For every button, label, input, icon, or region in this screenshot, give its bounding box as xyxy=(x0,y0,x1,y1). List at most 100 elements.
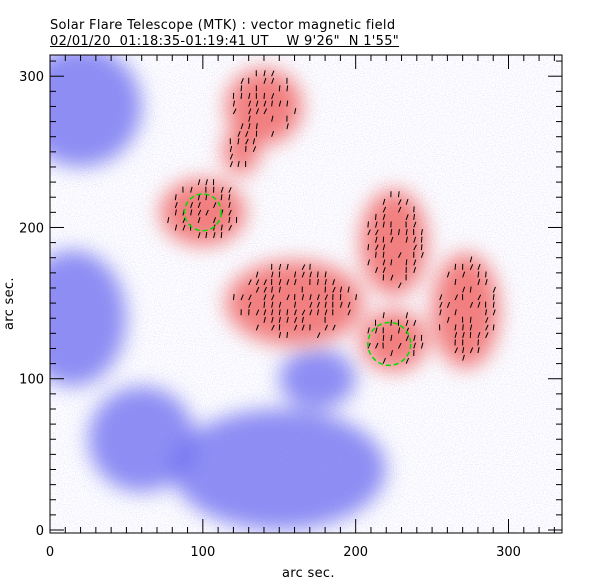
field-vector xyxy=(271,271,274,278)
field-vector xyxy=(174,224,178,231)
field-vector xyxy=(397,327,401,334)
field-vector xyxy=(286,309,289,316)
field-vector xyxy=(263,286,267,293)
field-vector xyxy=(174,194,177,201)
y-tick-label: 0 xyxy=(36,524,44,539)
field-vector xyxy=(213,232,216,239)
field-vector xyxy=(255,324,259,331)
field-vector xyxy=(439,294,443,301)
field-vector xyxy=(252,146,257,153)
field-vector xyxy=(263,77,267,84)
field-vector xyxy=(255,100,259,107)
field-vector xyxy=(263,309,267,316)
field-vector xyxy=(332,286,336,293)
field-vector xyxy=(278,301,282,308)
field-vector xyxy=(413,213,415,220)
field-vector xyxy=(398,342,402,349)
field-vector xyxy=(263,279,267,286)
field-vector xyxy=(375,267,378,274)
field-vector xyxy=(413,266,417,273)
field-vector xyxy=(420,236,423,243)
field-vector xyxy=(347,309,351,316)
field-vector xyxy=(390,259,393,266)
field-vector xyxy=(375,229,379,236)
field-vector xyxy=(405,319,409,326)
field-vector xyxy=(197,217,201,224)
field-vector xyxy=(205,194,208,201)
field-vector xyxy=(316,294,320,301)
field-vector xyxy=(454,347,458,354)
field-vector xyxy=(309,294,312,301)
field-vector xyxy=(382,214,386,221)
field-vector xyxy=(271,316,274,323)
field-vector xyxy=(294,324,298,331)
field-vector xyxy=(375,236,378,243)
field-vector xyxy=(332,279,335,286)
field-vector xyxy=(190,209,193,216)
field-vector xyxy=(263,92,266,99)
field-vector xyxy=(255,271,259,278)
field-vector xyxy=(278,263,282,270)
field-vector xyxy=(413,319,417,326)
field-vector xyxy=(469,301,474,308)
field-vector xyxy=(413,334,416,342)
field-vector xyxy=(232,108,237,115)
field-vector xyxy=(492,301,495,308)
positive-field-region xyxy=(432,253,500,369)
field-vector xyxy=(477,271,480,278)
chart-subtitle: 02/01/20 01:18:35-01:19:41 UT W 9'26" N … xyxy=(50,34,400,49)
field-vector xyxy=(390,319,393,326)
field-vector xyxy=(477,339,479,346)
negative-field-region xyxy=(88,386,196,493)
field-vector xyxy=(382,221,385,228)
field-vector xyxy=(492,294,495,301)
field-vector xyxy=(332,324,336,331)
field-vector xyxy=(405,229,408,236)
field-vector xyxy=(382,259,386,266)
field-vector xyxy=(398,282,402,289)
field-vector xyxy=(469,324,473,331)
negative-field-region xyxy=(279,348,356,409)
field-vector xyxy=(182,224,186,231)
field-vector xyxy=(316,301,320,308)
field-vector xyxy=(286,331,289,338)
field-vector xyxy=(271,301,274,308)
field-vector xyxy=(469,256,473,263)
field-vector xyxy=(220,224,223,231)
field-vector xyxy=(420,229,423,236)
field-vector xyxy=(229,153,233,160)
field-vector xyxy=(382,244,386,251)
field-vector xyxy=(278,331,282,339)
field-vector xyxy=(367,327,370,334)
field-vector xyxy=(271,294,275,301)
field-vector xyxy=(485,271,487,278)
field-vector xyxy=(413,221,417,228)
field-vector xyxy=(454,309,457,316)
y-axis-label: arc sec. xyxy=(2,277,17,330)
field-vector xyxy=(492,324,495,331)
field-vector xyxy=(454,331,458,339)
field-vector xyxy=(278,85,281,92)
field-vector xyxy=(228,209,232,216)
field-vector xyxy=(301,294,305,301)
field-vector xyxy=(286,100,289,107)
field-vector xyxy=(286,294,290,301)
field-vector xyxy=(263,108,268,115)
field-vector xyxy=(317,332,321,339)
field-vector xyxy=(469,264,474,271)
field-vector xyxy=(263,70,266,77)
field-vector xyxy=(462,271,466,278)
positive-field-region xyxy=(360,310,428,372)
field-vector xyxy=(197,201,201,208)
field-vector xyxy=(294,301,297,308)
field-vector xyxy=(248,123,251,130)
field-vector xyxy=(271,130,275,137)
field-vector xyxy=(446,271,450,278)
field-vector xyxy=(229,145,233,152)
field-vector xyxy=(240,123,244,130)
field-vector xyxy=(324,271,327,278)
field-vector xyxy=(367,229,371,236)
field-vector xyxy=(205,209,209,216)
field-vector xyxy=(271,70,275,77)
field-vector xyxy=(248,279,252,286)
